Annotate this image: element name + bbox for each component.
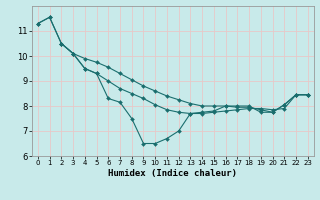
X-axis label: Humidex (Indice chaleur): Humidex (Indice chaleur) bbox=[108, 169, 237, 178]
